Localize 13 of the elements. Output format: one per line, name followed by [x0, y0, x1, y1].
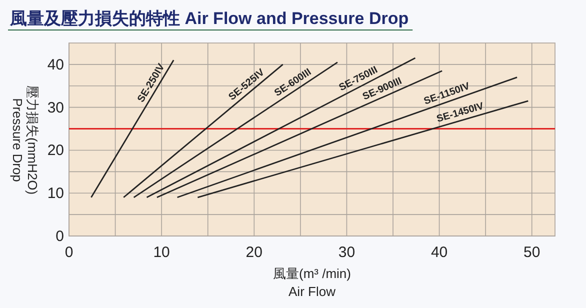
x-tick-label: 40	[430, 244, 448, 261]
y-tick-label: 40	[47, 56, 64, 74]
chart-title: 風量及壓力損失的特性 Air Flow and Pressure Drop	[9, 9, 409, 28]
x-tick-label: 20	[246, 244, 262, 261]
y-tick-label: 20	[47, 142, 64, 160]
y-axis-title: 壓力損失(mmH2O) Pressure Drop	[10, 85, 40, 195]
x-axis-title: 風量(m³ /min) Air Flow	[273, 266, 351, 299]
y-tick-label: 30	[47, 99, 64, 116]
x-tick-label: 30	[338, 244, 356, 261]
x-tick-label: 50	[524, 244, 540, 261]
y-tick-label: 0	[56, 228, 64, 245]
y-tick-label: 10	[47, 185, 64, 202]
x-tick-label: 10	[153, 244, 170, 261]
